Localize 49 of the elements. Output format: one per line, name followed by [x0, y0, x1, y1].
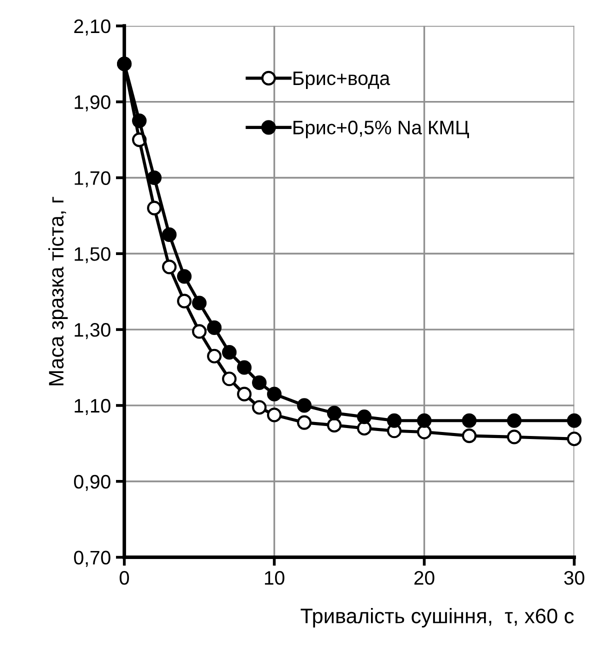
- point: [162, 227, 177, 242]
- point: [252, 400, 267, 415]
- point: [296, 415, 312, 430]
- point: [207, 348, 222, 364]
- point: [267, 386, 282, 402]
- legend-label: Брис+вода: [294, 72, 390, 90]
- point: [296, 398, 312, 413]
- point: [356, 410, 372, 424]
- y-tick-label: 1,90: [74, 95, 110, 112]
- x-tick-label: 0: [120, 570, 129, 585]
- point: [462, 413, 477, 428]
- point: [147, 200, 162, 216]
- point: [386, 413, 402, 428]
- point: [252, 375, 267, 390]
- x-tick-label: 10: [264, 570, 284, 585]
- point: [222, 372, 237, 386]
- y-tick-label: 1,50: [74, 247, 110, 264]
- point: [207, 320, 222, 335]
- y-tick-label: 2,10: [74, 19, 110, 36]
- point: [566, 413, 582, 428]
- point: [222, 345, 237, 360]
- x-tick-label: 20: [414, 570, 434, 585]
- point: [267, 408, 282, 422]
- point: [326, 406, 342, 420]
- point: [506, 430, 522, 444]
- legend-label: Брис+0,5% Na КМЦ: [294, 120, 469, 138]
- point: [416, 413, 432, 428]
- y-tick-label: 1,30: [74, 323, 110, 340]
- point: [566, 432, 582, 446]
- point: [132, 114, 147, 128]
- y-axis-title: Маса зразка тіста, г: [48, 196, 68, 386]
- x-tick-label: 30: [564, 570, 584, 585]
- point: [237, 386, 252, 402]
- y-tick-label: 0,90: [74, 474, 110, 491]
- point: [192, 296, 207, 310]
- point: [462, 428, 477, 444]
- point: [192, 324, 207, 339]
- y-tick-label: 0,70: [74, 550, 110, 567]
- point: [162, 260, 177, 274]
- y-tick-label: 1,10: [74, 398, 110, 415]
- point: [506, 413, 522, 428]
- point: [326, 418, 342, 432]
- point: [177, 269, 192, 284]
- point: [177, 294, 192, 308]
- y-tick-label: 1,70: [74, 171, 110, 188]
- point: [237, 360, 252, 375]
- point: [356, 420, 372, 436]
- point: [147, 170, 162, 186]
- x-axis-title: Тривалість сушіння, τ, x60 с: [300, 608, 574, 628]
